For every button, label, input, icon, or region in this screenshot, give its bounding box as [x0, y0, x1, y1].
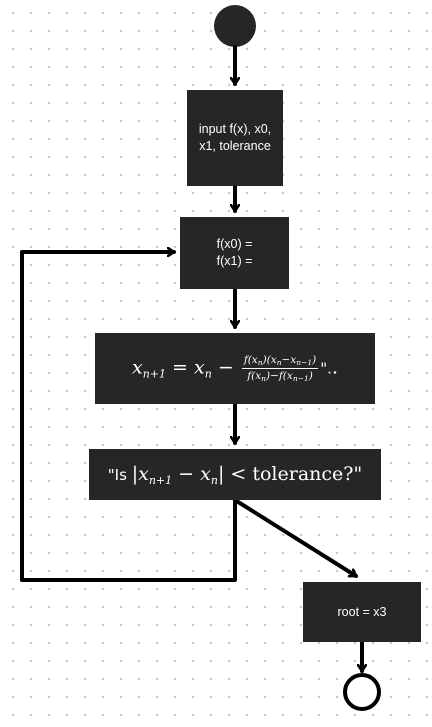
end-node[interactable] — [343, 673, 381, 711]
start-node[interactable] — [214, 5, 256, 47]
evaluate-node-label: f(x0) = f(x1) = — [216, 237, 253, 268]
check-node[interactable]: "Is |xn+1 − xn| < tolerance?" — [89, 449, 381, 500]
input-node-label: input f(x), x0, x1, tolerance — [198, 122, 272, 153]
result-node-label: root = x3 — [337, 604, 387, 619]
evaluate-node[interactable]: f(x0) = f(x1) = — [180, 217, 289, 289]
edge-check-yes-to-result — [233, 498, 358, 578]
check-question: "Is |xn+1 − xn| < tolerance?" — [107, 462, 363, 487]
update-formula: xn+1 = xn − f(xn)(xn−xn−1) f(xn)−f(xn−1) "… — [131, 354, 338, 383]
update-node[interactable]: xn+1 = xn − f(xn)(xn−xn−1) f(xn)−f(xn−1) "… — [95, 333, 375, 404]
result-node[interactable]: root = x3 — [303, 582, 421, 642]
update-fraction: f(xn)(xn−xn−1) f(xn)−f(xn−1) — [241, 354, 319, 383]
input-node[interactable]: input f(x), x0, x1, tolerance — [187, 90, 283, 186]
edge-check-no-loop-back — [20, 252, 237, 582]
